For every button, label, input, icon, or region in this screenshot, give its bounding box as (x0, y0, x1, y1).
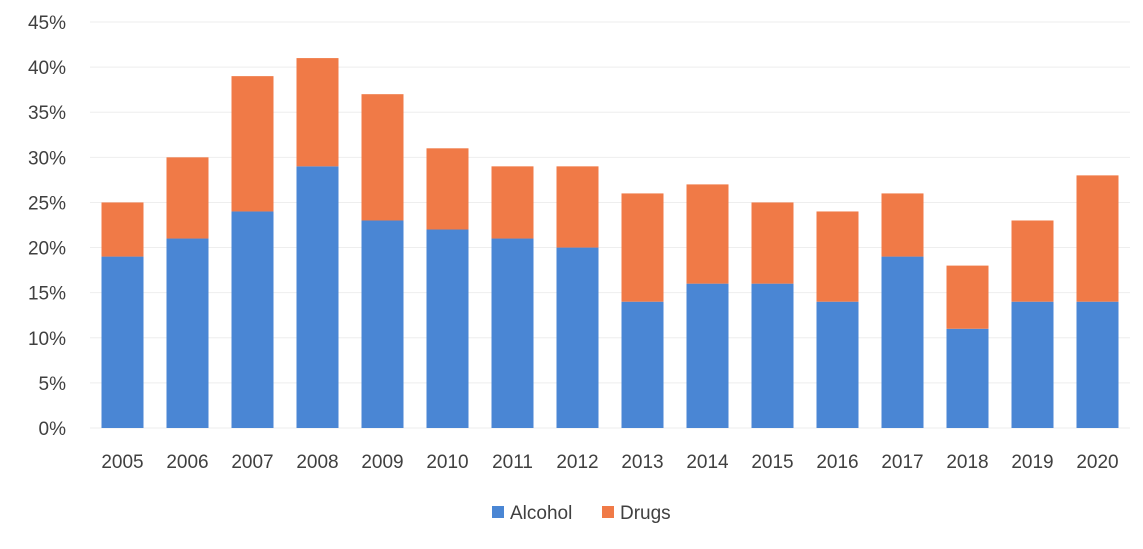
bar-drugs-2017 (881, 193, 924, 257)
x-tick-label: 2017 (881, 452, 923, 473)
bar-drugs-2007 (231, 76, 274, 212)
y-tick-label: 0% (39, 419, 67, 440)
bar-alcohol-2006 (166, 238, 209, 428)
bar-drugs-2005 (101, 202, 144, 257)
bar-alcohol-2010 (426, 229, 469, 428)
legend-label-drugs: Drugs (620, 503, 671, 524)
x-tick-label: 2009 (361, 452, 403, 473)
bar-drugs-2009 (361, 94, 404, 221)
x-tick-label: 2013 (621, 452, 663, 473)
bar-drugs-2013 (621, 193, 664, 302)
bar-drugs-2016 (816, 211, 859, 302)
bar-alcohol-2005 (101, 256, 144, 428)
bar-drugs-2019 (1011, 220, 1054, 302)
bar-drugs-2011 (491, 166, 534, 239)
x-tick-label: 2019 (1011, 452, 1053, 473)
x-tick-label: 2006 (166, 452, 208, 473)
bar-alcohol-2019 (1011, 301, 1054, 428)
x-tick-label: 2010 (426, 452, 468, 473)
x-tick-label: 2014 (686, 452, 729, 473)
bars (101, 58, 1119, 428)
x-tick-label: 2015 (751, 452, 793, 473)
bar-drugs-2015 (751, 202, 794, 284)
x-tick-label: 2020 (1076, 452, 1118, 473)
y-axis: 0% 5% 10% 15% 20% 25% 30% 35% 40% 45% (28, 13, 66, 440)
y-tick-label: 35% (28, 103, 66, 124)
legend-label-alcohol: Alcohol (510, 503, 572, 524)
y-tick-label: 40% (28, 58, 66, 79)
y-tick-label: 20% (28, 239, 66, 260)
bar-drugs-2006 (166, 157, 209, 239)
y-tick-label: 10% (28, 329, 66, 350)
legend-swatch-alcohol (492, 506, 504, 518)
x-tick-label: 2012 (556, 452, 598, 473)
bar-alcohol-2008 (296, 166, 339, 428)
bar-drugs-2010 (426, 148, 469, 230)
bar-drugs-2012 (556, 166, 599, 248)
x-tick-label: 2007 (231, 452, 273, 473)
bar-alcohol-2011 (491, 238, 534, 428)
x-tick-label: 2005 (101, 452, 143, 473)
bar-alcohol-2012 (556, 247, 599, 428)
bar-alcohol-2017 (881, 256, 924, 428)
x-tick-label: 2016 (816, 452, 858, 473)
bar-alcohol-2020 (1076, 301, 1119, 428)
x-tick-label: 2018 (946, 452, 988, 473)
bar-alcohol-2016 (816, 301, 859, 428)
bar-drugs-2014 (686, 184, 729, 284)
bar-alcohol-2014 (686, 283, 729, 428)
legend-swatch-drugs (602, 506, 614, 518)
x-tick-label: 2011 (492, 452, 533, 473)
bar-alcohol-2009 (361, 220, 404, 428)
y-tick-label: 5% (39, 374, 67, 395)
y-tick-label: 15% (28, 284, 66, 305)
y-tick-label: 45% (28, 13, 66, 34)
x-axis: 2005 2006 2007 2008 2009 2010 2011 2012 2013 2014… (101, 452, 1118, 473)
bar-alcohol-2015 (751, 283, 794, 428)
bar-drugs-2018 (946, 265, 989, 329)
bar-alcohol-2007 (231, 211, 274, 428)
x-tick-label: 2008 (296, 452, 338, 473)
bar-drugs-2008 (296, 58, 339, 167)
y-tick-label: 30% (28, 148, 66, 169)
bar-drugs-2020 (1076, 175, 1119, 302)
bar-alcohol-2013 (621, 301, 664, 428)
y-tick-label: 25% (28, 193, 66, 214)
bar-alcohol-2018 (946, 328, 989, 428)
legend: Alcohol Drugs (492, 503, 671, 524)
